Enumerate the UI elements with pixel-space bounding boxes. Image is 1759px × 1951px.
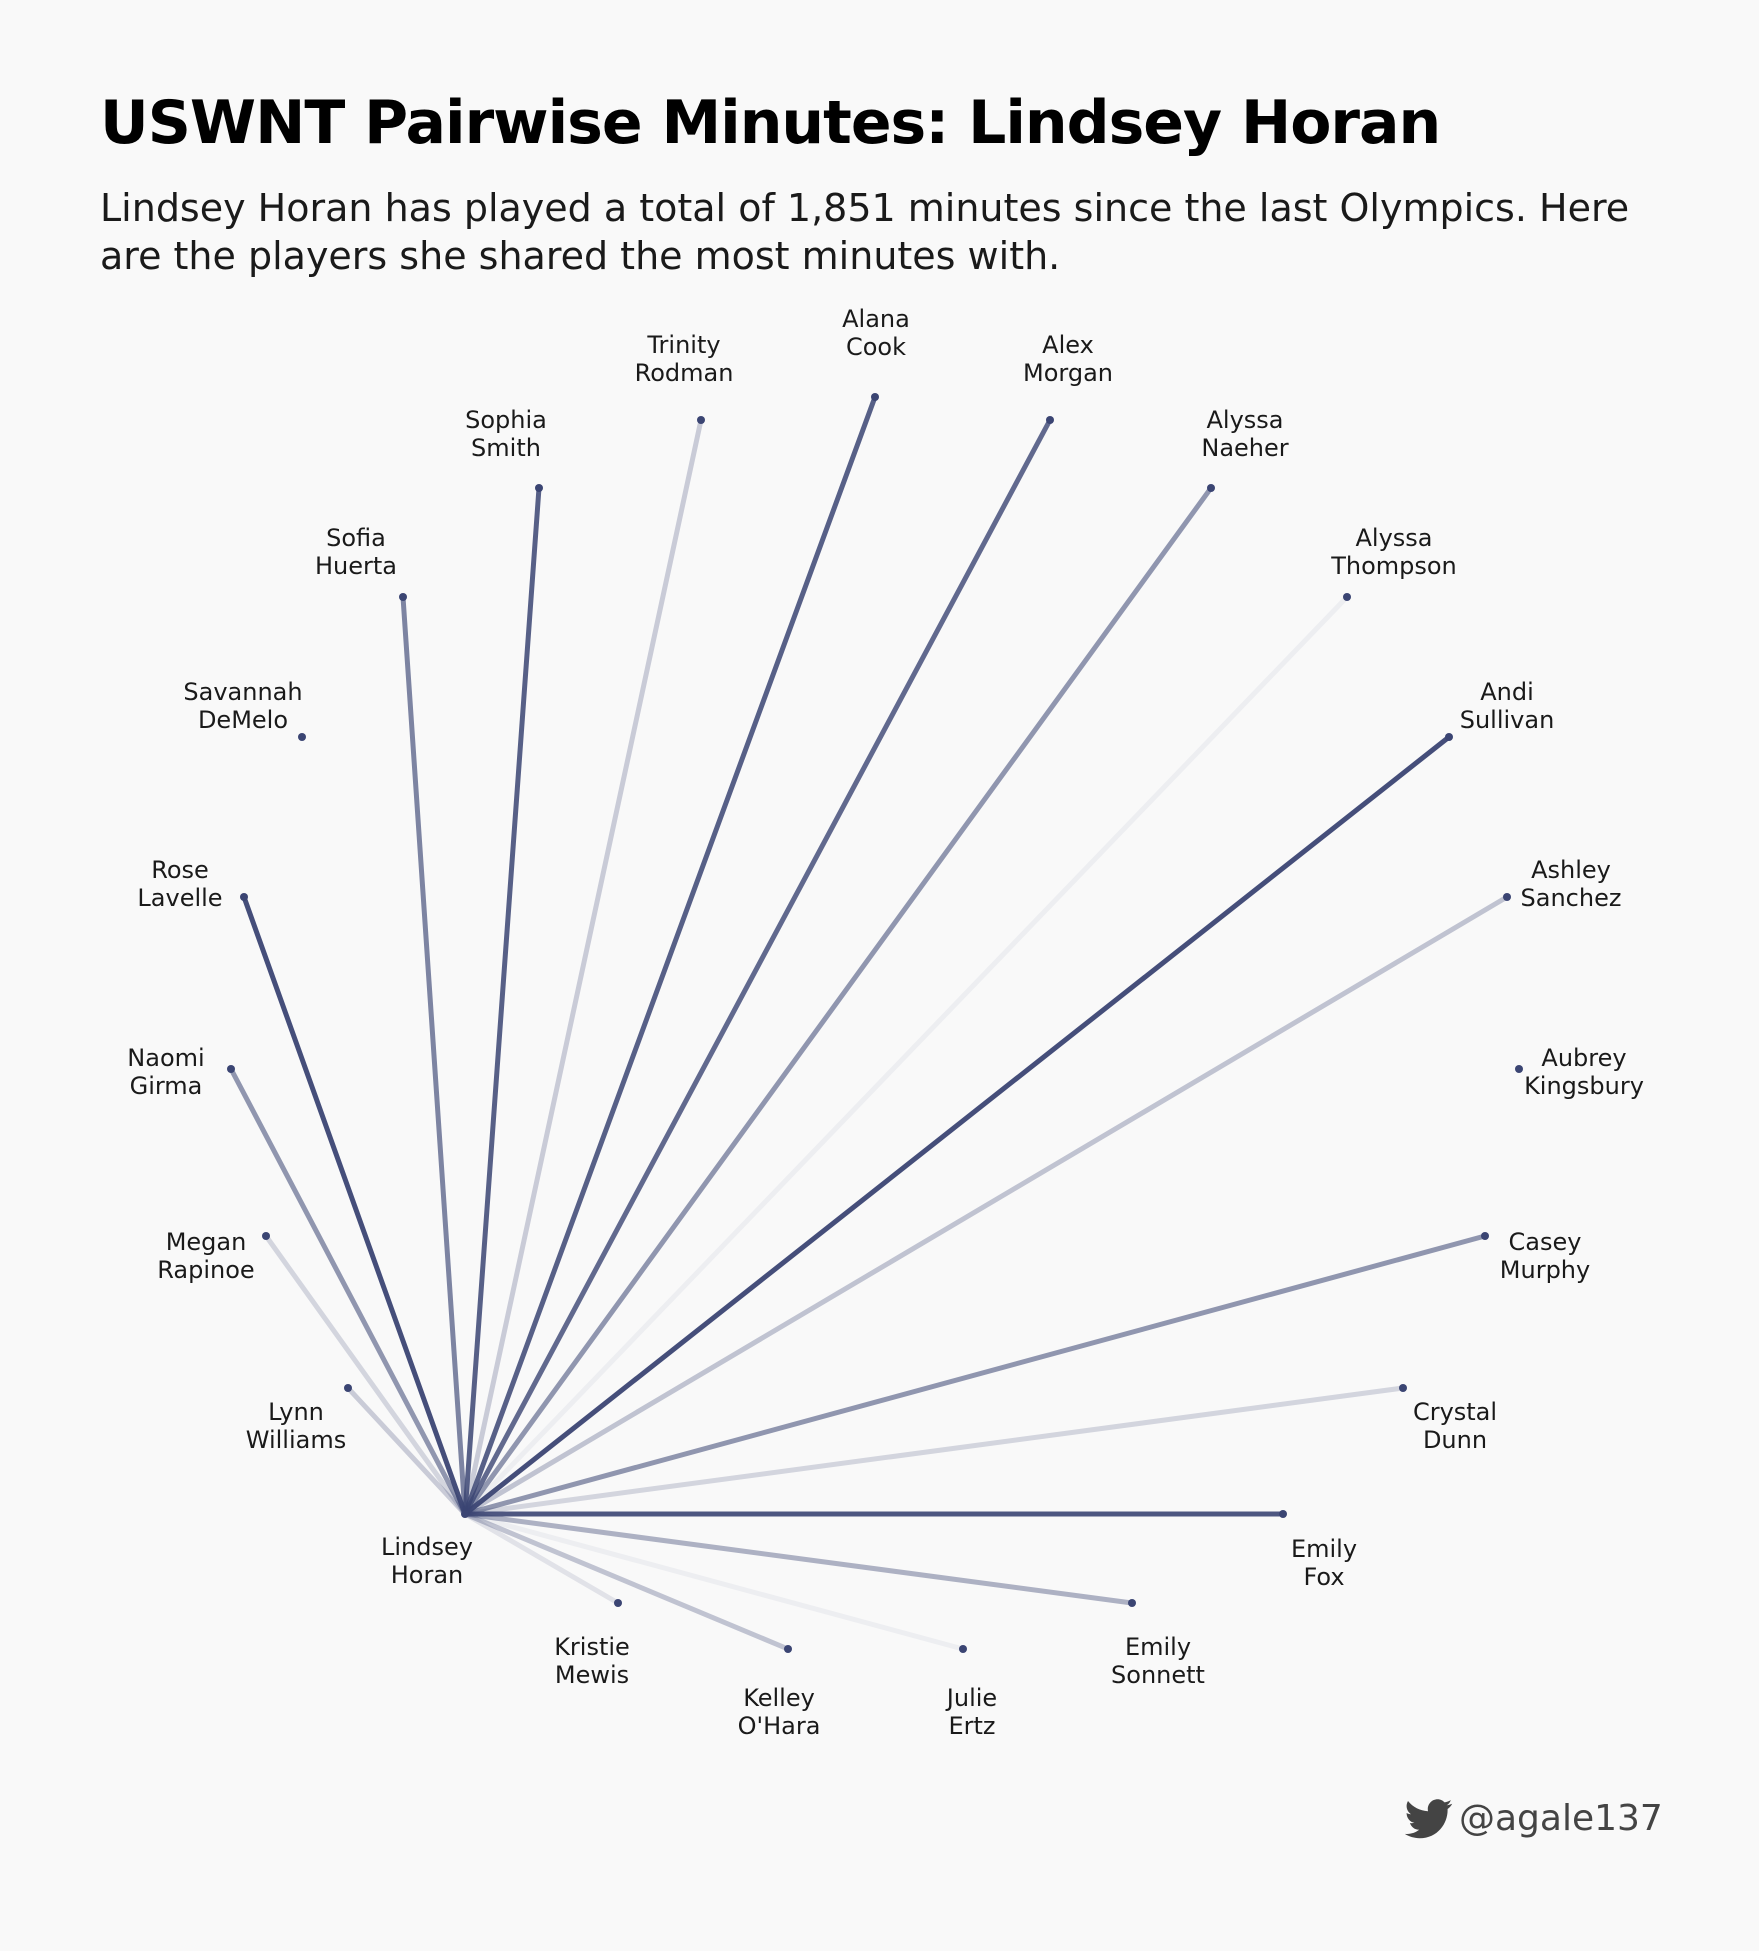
point-alyssa-naeher [1207,484,1215,492]
label-kristie-mewis: Kristie Mewis [554,1633,630,1689]
label-aubrey-kingsbury: Aubrey Kingsbury [1524,1044,1644,1100]
point-naomi-girma [227,1065,235,1073]
label-naomi-girma: Naomi Girma [127,1044,204,1100]
point-alex-morgan [1046,416,1054,424]
point-lynn-williams [344,1384,352,1392]
label-ashley-sanchez: Ashley Sanchez [1521,856,1622,912]
link-crystal-dunn [462,1385,1406,1517]
link-layer [228,394,1510,1652]
point-trinity-rodman [697,416,705,424]
label-emily-sonnett: Emily Sonnett [1111,1633,1205,1689]
label-crystal-dunn: Crystal Dunn [1413,1398,1497,1454]
link-alex-morgan [462,417,1053,1517]
point-aubrey-kingsbury [1515,1065,1523,1073]
label-megan-rapinoe: Megan Rapinoe [157,1228,254,1284]
twitter-bird-icon [1405,1798,1453,1838]
link-emily-sonnett [462,1511,1135,1606]
link-rose-lavelle [241,894,468,1517]
link-trinity-rodman [462,417,704,1517]
point-emily-sonnett [1128,1599,1136,1607]
point-sophia-smith [535,484,543,492]
link-julie-ertz [462,1511,966,1652]
label-layer: Lynn Williams Megan Rapinoe Naomi Girma Rose La… [127,305,1644,1740]
label-alex-morgan: Alex Morgan [1023,331,1113,387]
link-kristie-mewis [462,1511,621,1606]
point-ashley-sanchez [1503,893,1511,901]
link-alyssa-naeher [462,485,1214,1517]
point-kelley-o-hara [784,1645,792,1653]
point-center-lindsey-horan [461,1510,469,1518]
point-alana-cook [871,393,879,401]
point-andi-sullivan [1445,733,1453,741]
label-trinity-rodman: Trinity Rodman [635,331,734,387]
credit: @agale137 [1405,1798,1663,1839]
label-alana-cook: Alana Cook [842,305,910,361]
link-megan-rapinoe [263,1233,468,1517]
point-megan-rapinoe [262,1232,270,1240]
point-alyssa-thompson [1343,593,1351,601]
point-sofia-huerta [399,593,407,601]
chart-subtitle: Lindsey Horan has played a total of 1,85… [100,186,1630,278]
point-rose-lavelle [240,893,248,901]
label-savannah-demelo: Savannah DeMelo [183,678,302,734]
link-alana-cook [462,394,878,1517]
link-sofia-huerta [400,594,468,1517]
point-emily-fox [1279,1510,1287,1518]
link-naomi-girma [228,1066,468,1517]
credit-handle: @agale137 [1459,1798,1663,1839]
point-kristie-mewis [614,1599,622,1607]
point-savannah-demelo [298,733,306,741]
link-lynn-williams [345,1385,468,1517]
label-rose-lavelle: Rose Lavelle [137,856,222,912]
label-sofia-huerta: Sofia Huerta [315,524,397,580]
label-andi-sullivan: Andi Sullivan [1460,678,1555,734]
link-casey-murphy [462,1233,1488,1517]
point-layer [227,393,1523,1653]
label-emily-fox: Emily Fox [1291,1535,1357,1591]
label-alyssa-thompson: Alyssa Thompson [1330,524,1457,580]
link-ashley-sanchez [462,894,1510,1517]
point-casey-murphy [1481,1232,1489,1240]
link-andi-sullivan [462,734,1452,1517]
link-sophia-smith [462,485,542,1517]
label-center-lindsey-horan: Lindsey Horan [381,1533,473,1589]
point-julie-ertz [959,1645,967,1653]
point-crystal-dunn [1399,1384,1407,1392]
label-lynn-williams: Lynn Williams [246,1398,346,1454]
label-kelley-o-hara: Kelley O'Hara [738,1684,821,1740]
link-alyssa-thompson [462,594,1350,1517]
label-sophia-smith: Sophia Smith [465,406,547,462]
label-julie-ertz: Julie Ertz [945,1684,997,1740]
label-casey-murphy: Casey Murphy [1500,1228,1590,1284]
chart-title: USWNT Pairwise Minutes: Lindsey Horan [100,88,1441,158]
link-kelley-o-hara [462,1511,791,1652]
label-alyssa-naeher: Alyssa Naeher [1201,406,1288,462]
